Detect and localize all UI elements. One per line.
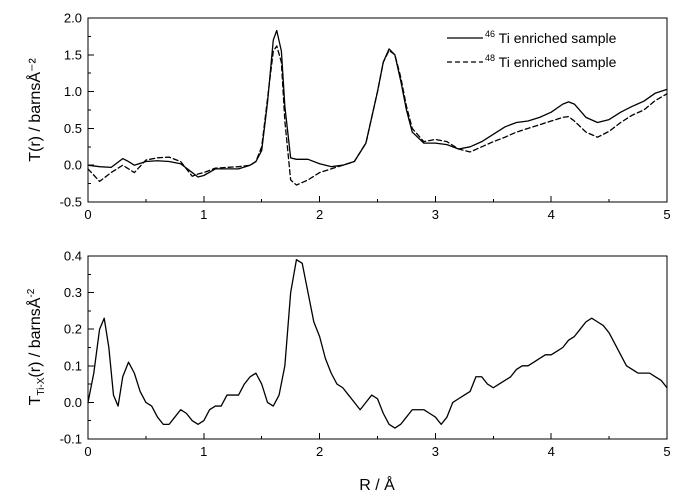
top-x-tick-label: 3 [432, 207, 439, 222]
top-y-tick-label: 1.5 [64, 47, 82, 62]
legend-sup-48ti: 48 [485, 53, 495, 63]
bottom-y-tick-label: 0.2 [64, 322, 82, 337]
bottom-y-tick-label: 0.0 [64, 395, 82, 410]
bottom-x-tick-label: 4 [548, 444, 555, 459]
bottom-ylabel-main: T [27, 395, 44, 405]
bottom-y-tick-label: 0.4 [64, 249, 82, 264]
bottom-x-tick-label: 5 [663, 444, 670, 459]
top-y-tick-label: 2.0 [64, 11, 82, 26]
bottom-ylabel-rest: (r) / barnsÅ [25, 297, 44, 377]
bottom-ylabel-sub: Ti-X [36, 377, 47, 395]
top-x-tick-label: 4 [548, 207, 555, 222]
top-x-tick-label: 5 [663, 207, 670, 222]
bottom-x-tick-label: 0 [84, 444, 91, 459]
top-legend: 46 Ti enriched sample 48 Ti enriched sam… [447, 24, 617, 70]
top-y-tick-label: 0.5 [64, 121, 82, 136]
top-series-line-2 [87, 45, 668, 186]
bottom-ticks: 0 1 2 3 4 5 -0.1 0.0 0.1 0.2 0.3 0.4 [60, 249, 671, 460]
top-y-tick-label: -0.5 [60, 195, 82, 210]
top-y-tick-label: 1.0 [64, 84, 82, 99]
top-x-tick-label: 0 [84, 207, 91, 222]
top-ticks: 0 1 2 3 4 5 -0.5 0.0 0.5 1.0 1.5 2.0 [60, 11, 671, 223]
top-series-line-1 [87, 29, 668, 178]
top-y-axis-title: T(r) / barnsÅ⁻² [25, 58, 44, 162]
bottom-y-tick-label: -0.1 [60, 432, 82, 447]
legend-text-46ti: Ti enriched sample [499, 30, 617, 46]
legend-label-48ti: 48 Ti enriched sample [485, 48, 617, 70]
legend-text-48ti: Ti enriched sample [499, 54, 617, 70]
bottom-y-axis-title: TTi-X(r) / barnsÅ-2 [25, 288, 47, 405]
bottom-series-group [87, 259, 668, 429]
legend-sup-46ti: 46 [485, 29, 495, 39]
top-series-group [87, 29, 668, 186]
top-y-tick-label: 0.0 [64, 158, 82, 173]
top-x-tick-label: 1 [200, 207, 207, 222]
bottom-plot-frame [87, 255, 668, 440]
bottom-panel: 0 1 2 3 4 5 -0.1 0.0 0.1 0.2 0.3 0.4 TTi-X(r) / bar… [25, 249, 671, 495]
bottom-x-tick-label: 2 [316, 444, 323, 459]
x-axis-title: R / Å [359, 475, 395, 494]
bottom-y-tick-label: 0.3 [64, 285, 82, 300]
bottom-x-tick-label: 1 [200, 444, 207, 459]
bottom-y-tick-label: 0.1 [64, 358, 82, 373]
top-x-tick-label: 2 [316, 207, 323, 222]
top-panel: 0 1 2 3 4 5 -0.5 0.0 0.5 1.0 1.5 2.0 T(r) / barnsÅ⁻… [25, 11, 671, 223]
bottom-ylabel-sup: -2 [26, 288, 37, 297]
bottom-x-tick-label: 3 [432, 444, 439, 459]
legend-label-46ti: 46 Ti enriched sample [485, 24, 617, 46]
bottom-series-line-1 [87, 259, 668, 429]
